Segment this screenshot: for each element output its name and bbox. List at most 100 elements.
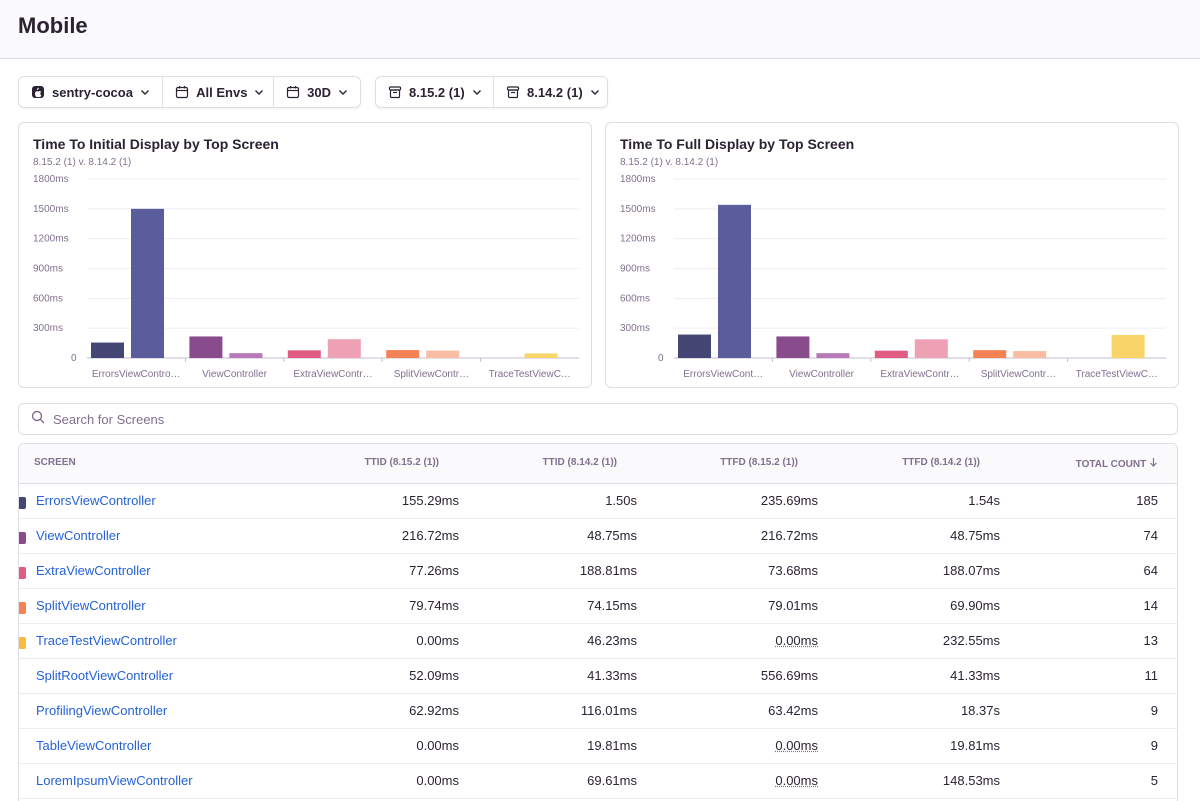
column-header-ttid-b[interactable]: TTID (8.14.2 (1)): [542, 457, 617, 468]
y-tick-label: 1500ms: [620, 204, 656, 215]
column-header-screen[interactable]: SCREEN: [34, 457, 76, 468]
x-tick-label: TraceTestViewC…: [1076, 369, 1158, 380]
screen-link[interactable]: ViewController: [36, 528, 121, 543]
y-tick-label: 900ms: [620, 264, 650, 275]
x-tick-label: SplitViewContr…: [394, 369, 469, 380]
y-tick-label: 600ms: [33, 293, 63, 304]
table-row: SplitViewController 79.74ms 74.15ms 79.01ms…: [19, 589, 1177, 624]
page-filter-bar: sentry-cocoa All Envs 30D: [18, 76, 361, 108]
search-input[interactable]: [53, 411, 1053, 427]
bar: [1013, 351, 1047, 358]
bar: [189, 336, 223, 358]
screen-search-bar: [18, 403, 1178, 435]
total-count-value: 185: [1136, 493, 1158, 508]
page-title: Mobile: [18, 13, 88, 38]
ttfd-secondary-value: 18.37s: [960, 703, 1000, 718]
bar: [678, 334, 711, 358]
ttfd-chart-panel: Time To Full Display by Top Screen 8.15.…: [605, 122, 1179, 388]
ttfd-primary-value[interactable]: 0.00ms: [775, 633, 818, 648]
screen-link[interactable]: ExtraViewController: [36, 563, 151, 578]
bar: [776, 336, 810, 358]
y-tick-label: 0: [71, 353, 77, 364]
chart-title: Time To Full Display by Top Screen: [620, 136, 855, 152]
ttid-primary-value: 0.00ms: [416, 738, 459, 753]
ttid-primary-value: 155.29ms: [401, 493, 459, 508]
screen-color-swatch: [19, 602, 26, 614]
column-header-ttfd-a[interactable]: TTFD (8.15.2 (1)): [720, 457, 798, 468]
y-tick-label: 1800ms: [33, 174, 69, 185]
calendar-icon: [175, 85, 189, 99]
total-count-value: 74: [1143, 528, 1158, 543]
chart-subtitle: 8.15.2 (1) v. 8.14.2 (1): [620, 157, 719, 168]
ttfd-primary-value: 556.69ms: [760, 668, 818, 683]
table-body: ErrorsViewController 155.29ms 1.50s 235.69m…: [19, 484, 1177, 799]
table-row: ExtraViewController 77.26ms 188.81ms 73.68m…: [19, 554, 1177, 589]
y-tick-label: 1200ms: [620, 234, 656, 245]
column-header-total-count[interactable]: TOTAL COUNT: [1076, 457, 1158, 470]
ttid-secondary-value: 19.81ms: [587, 738, 637, 753]
chevron-down-icon: [338, 87, 348, 97]
screen-link[interactable]: TableViewController: [36, 738, 152, 753]
ttid-primary-value: 77.26ms: [409, 563, 459, 578]
total-count-value: 5: [1150, 773, 1158, 788]
bar: [131, 208, 164, 358]
release-selector-secondary[interactable]: 8.14.2 (1): [493, 77, 612, 107]
ttfd-primary-value[interactable]: 0.00ms: [775, 773, 818, 788]
screen-link[interactable]: LoremIpsumViewController: [36, 773, 193, 788]
x-tick-label: TraceTestViewC…: [489, 369, 571, 380]
screens-table: SCREEN TTID (8.15.2 (1)) TTID (8.14.2 (1…: [18, 443, 1178, 801]
release-secondary-label: 8.14.2 (1): [527, 84, 583, 100]
column-header-ttid-a[interactable]: TTID (8.15.2 (1)): [364, 457, 439, 468]
ttid-primary-value: 0.00ms: [416, 633, 459, 648]
release-primary-label: 8.15.2 (1): [409, 84, 465, 100]
ttfd-primary-value: 79.01ms: [768, 598, 818, 613]
column-header-ttfd-b[interactable]: TTFD (8.14.2 (1)): [902, 457, 980, 468]
bar: [1111, 334, 1145, 358]
ttid-secondary-value: 188.81ms: [579, 563, 637, 578]
x-tick-label: ErrorsViewContro…: [92, 369, 181, 380]
bar: [914, 339, 948, 358]
ttid-primary-value: 0.00ms: [416, 773, 459, 788]
archive-icon: [388, 85, 402, 99]
archive-icon: [506, 85, 520, 99]
release-selector-primary[interactable]: 8.15.2 (1): [376, 77, 493, 107]
table-row: ProfilingViewController 62.92ms 116.01ms 63…: [19, 694, 1177, 729]
ttid-secondary-value: 48.75ms: [587, 528, 637, 543]
table-row: ViewController 216.72ms 48.75ms 216.72ms 48.…: [19, 519, 1177, 554]
bar: [386, 350, 420, 358]
ttfd-secondary-value: 48.75ms: [950, 528, 1000, 543]
total-count-value: 64: [1143, 563, 1158, 578]
ttfd-bar-chart: 0 300ms 600ms 900ms 1200ms 1500ms 1800ms Errors…: [620, 174, 1166, 380]
ttid-primary-value: 52.09ms: [409, 668, 459, 683]
screen-link[interactable]: TraceTestViewController: [36, 633, 177, 648]
x-tick-label: ViewController: [202, 369, 268, 380]
ttid-secondary-value: 41.33ms: [587, 668, 637, 683]
screen-link[interactable]: ProfilingViewController: [36, 703, 168, 718]
x-tick-label: ErrorsViewCont…: [683, 369, 763, 380]
total-count-value: 9: [1150, 703, 1158, 718]
date-range-selector[interactable]: 30D: [273, 77, 360, 107]
total-count-value: 14: [1143, 598, 1158, 613]
environment-selector[interactable]: All Envs: [162, 77, 273, 107]
calendar-icon: [286, 85, 300, 99]
search-icon: [31, 410, 45, 429]
bar: [973, 350, 1007, 358]
ttfd-primary-value[interactable]: 0.00ms: [775, 738, 818, 753]
screen-color-swatch: [19, 567, 26, 579]
screen-link[interactable]: ErrorsViewController: [36, 493, 156, 508]
ttfd-secondary-value: 19.81ms: [950, 738, 1000, 753]
x-tick-label: ViewController: [789, 369, 855, 380]
x-tick-label: ExtraViewContr…: [293, 369, 372, 380]
project-selector[interactable]: sentry-cocoa: [19, 77, 162, 107]
page-header: Mobile: [0, 0, 1200, 59]
table-row: ErrorsViewController 155.29ms 1.50s 235.69m…: [19, 484, 1177, 519]
y-tick-label: 300ms: [33, 323, 63, 334]
ttfd-secondary-value: 188.07ms: [942, 563, 1000, 578]
ttfd-primary-value: 235.69ms: [760, 493, 818, 508]
screen-link[interactable]: SplitRootViewController: [36, 668, 174, 683]
y-tick-label: 0: [658, 353, 664, 364]
ttid-primary-value: 216.72ms: [401, 528, 459, 543]
ttfd-secondary-value: 232.55ms: [942, 633, 1000, 648]
screen-link[interactable]: SplitViewController: [36, 598, 146, 613]
ttid-secondary-value: 116.01ms: [580, 703, 637, 718]
